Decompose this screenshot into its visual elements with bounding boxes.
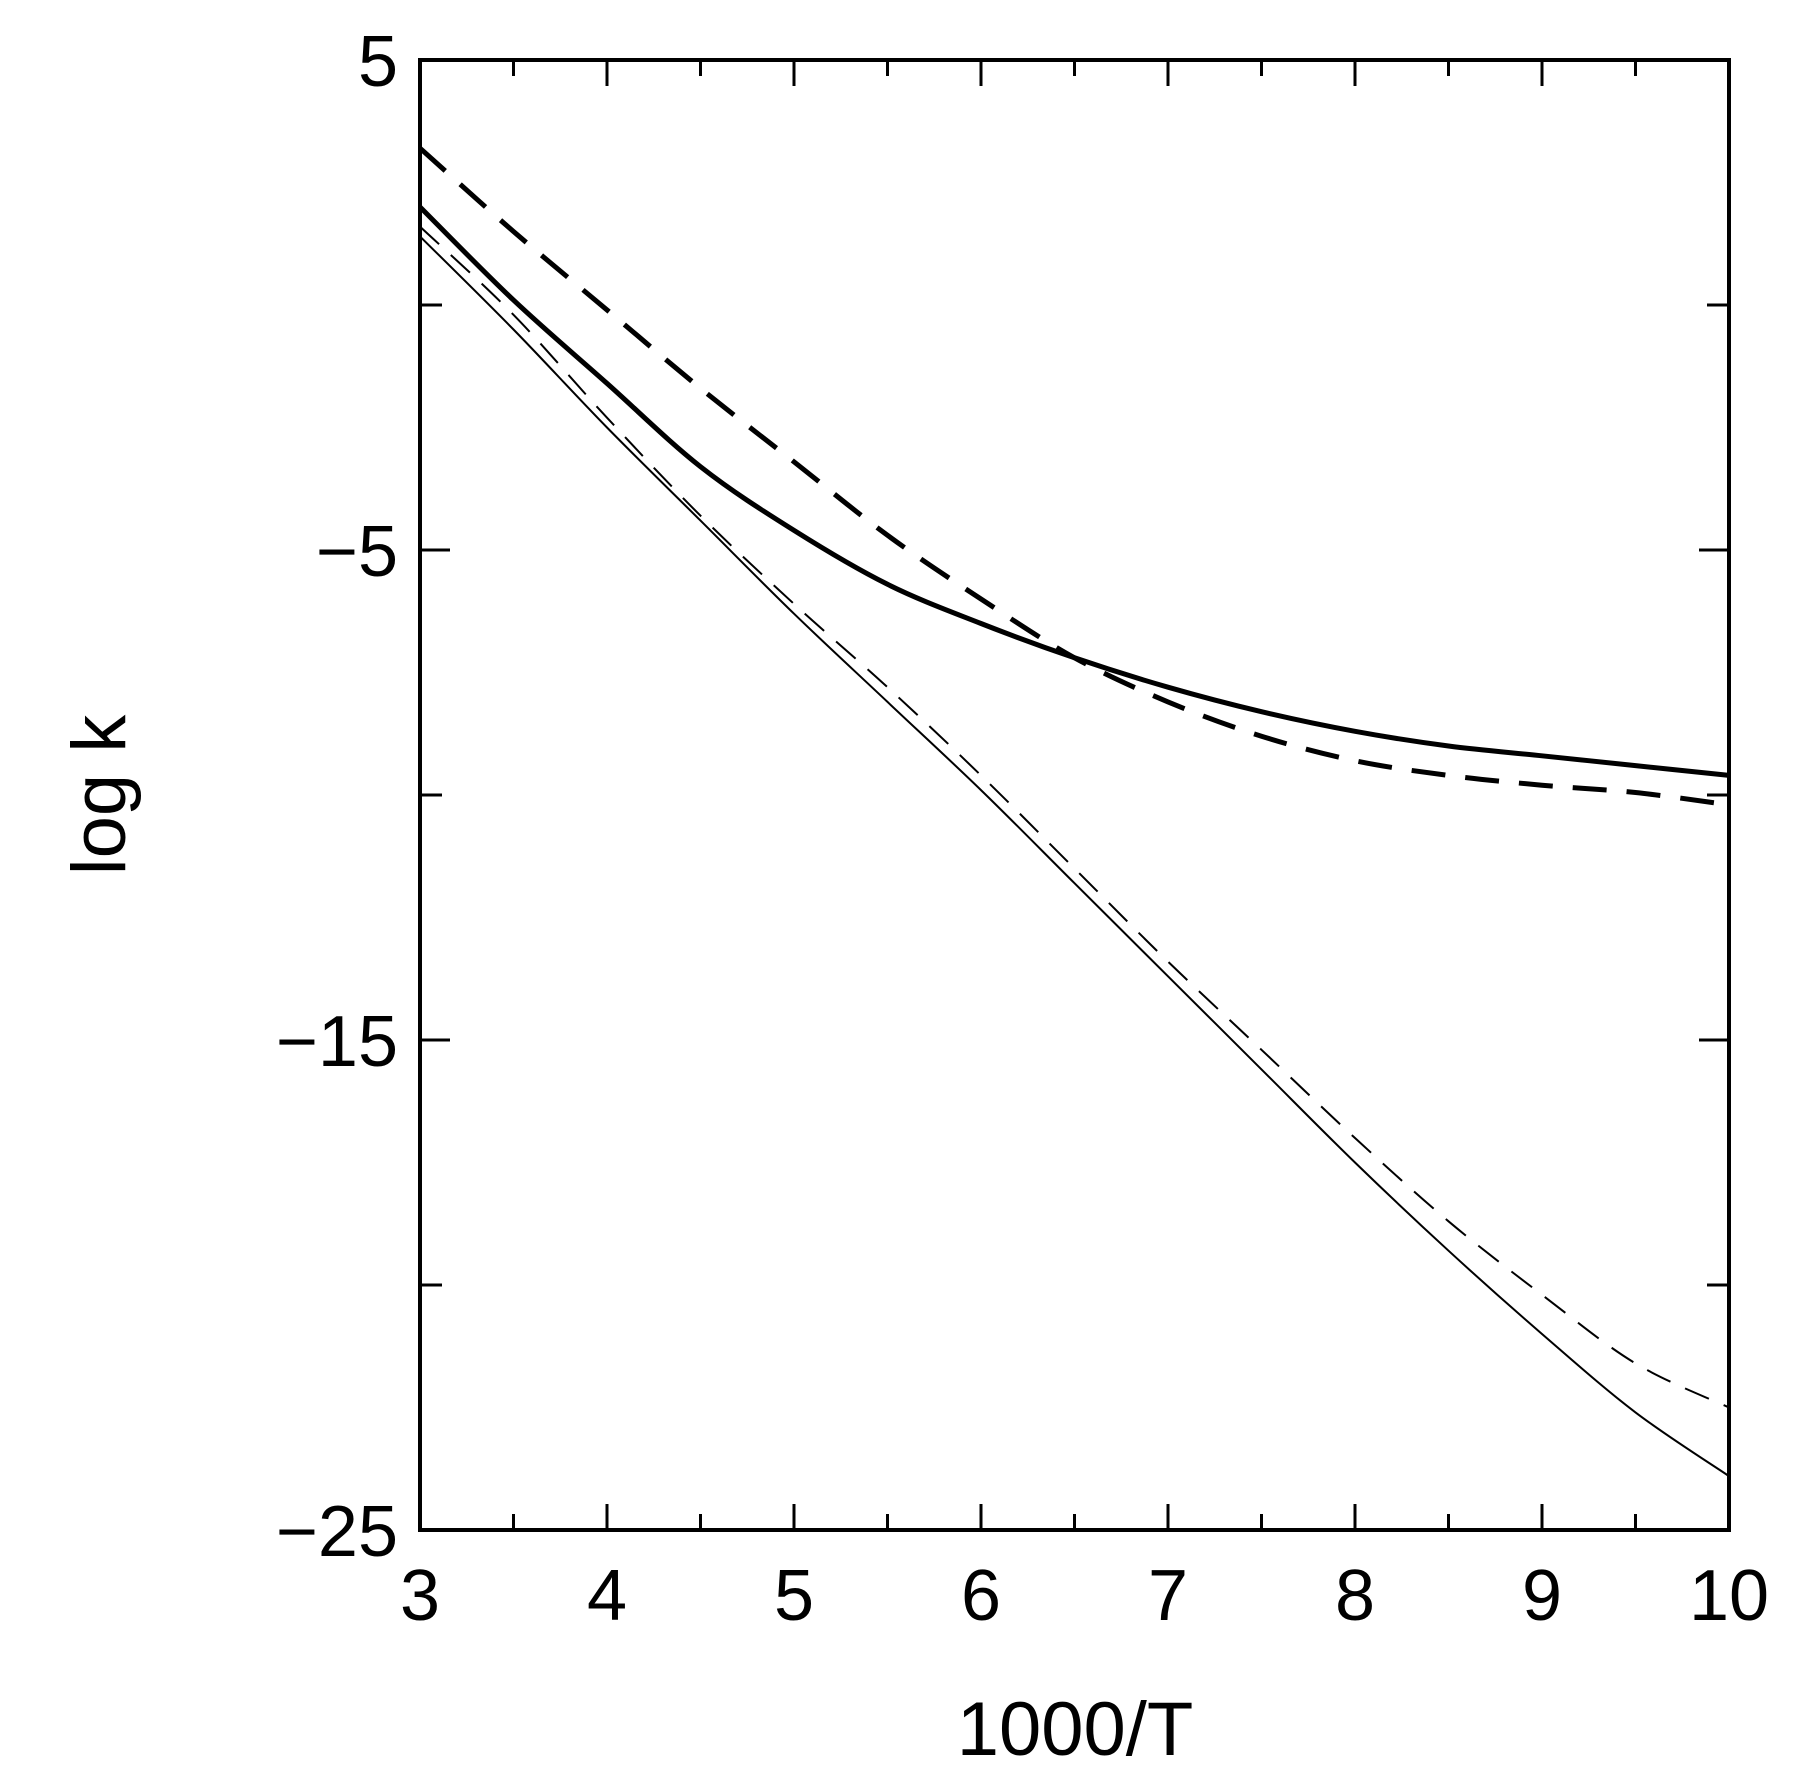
x-tick-label: 5: [774, 1556, 814, 1636]
series-layer: [418, 146, 1730, 1477]
series-line-2: [418, 205, 1730, 778]
y-axis-title: log k: [57, 714, 142, 876]
x-axis-title: 1000/T: [957, 1687, 1194, 1772]
axis-tick-labels: 3 4 5 6 7 8 9 10 5 −5 −15 −25: [276, 22, 1769, 1636]
x-tick-label: 10: [1689, 1556, 1769, 1636]
x-tick-label: 8: [1335, 1556, 1375, 1636]
y-tick-label: −25: [276, 1492, 398, 1572]
x-tick-label: 9: [1522, 1556, 1562, 1636]
y-tick-label: −5: [316, 512, 398, 592]
axis-ticks: [418, 58, 1731, 1532]
x-tick-label: 3: [400, 1556, 440, 1636]
series-line-4: [419, 235, 1730, 1477]
x-tick-label: 4: [587, 1556, 627, 1636]
plot-frame: [418, 58, 1731, 1532]
x-tick-label: 7: [1148, 1556, 1188, 1636]
x-tick-label: 6: [961, 1556, 1001, 1636]
y-tick-label: 5: [358, 22, 398, 102]
y-tick-label: −15: [276, 1002, 398, 1082]
series-line-1: [418, 146, 1730, 808]
series-line-3: [419, 225, 1730, 1409]
